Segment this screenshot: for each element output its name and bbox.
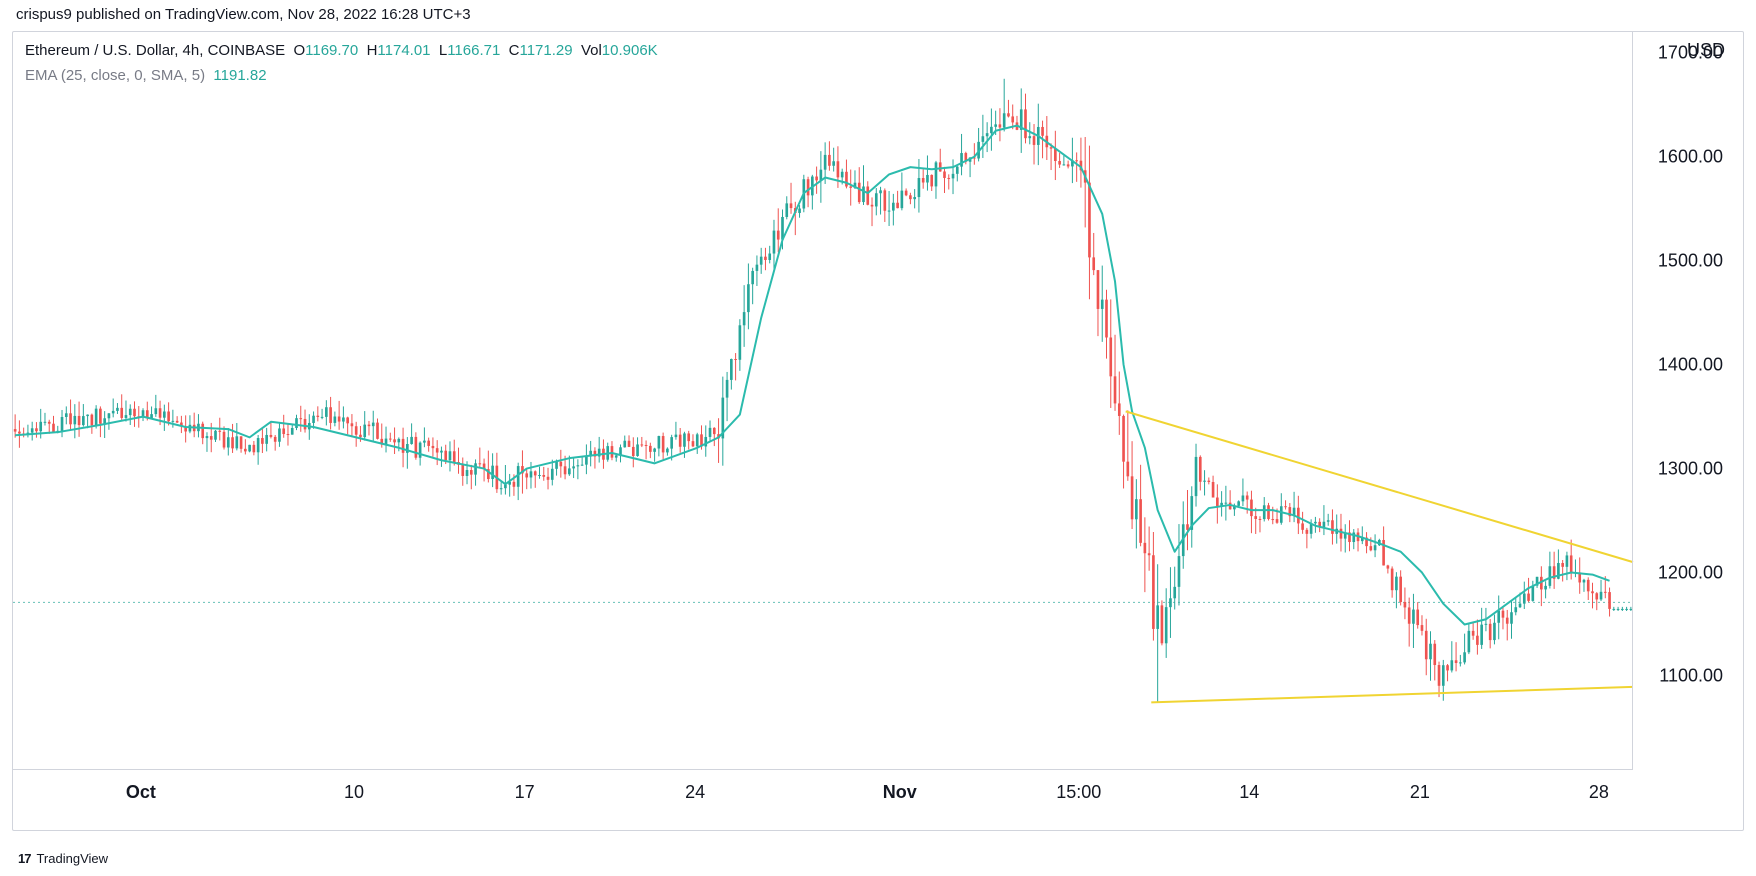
candles-group [14,79,1632,703]
plot-svg [13,32,1633,770]
y-axis[interactable]: USD 1700.001600.001500.001400.001300.001… [1632,32,1743,770]
x-axis[interactable]: Oct 10 17 24 Nov 15:00 14 21 28 [13,769,1633,830]
x-tick: Oct [126,782,156,803]
y-tick: 1600.00 [1658,146,1723,167]
x-tick: 17 [515,782,535,803]
trend-line-lower [1151,687,1633,703]
tradingview-footer: 17 TradingView [18,851,108,866]
x-tick: 24 [685,782,705,803]
x-tick: 21 [1410,782,1430,803]
x-tick: Nov [883,782,917,803]
publish-meta: crispus9 published on TradingView.com, N… [0,0,1756,27]
x-tick: 14 [1239,782,1259,803]
y-tick: 1100.00 [1659,666,1723,687]
tradingview-brand: TradingView [36,851,108,866]
y-tick: 1500.00 [1658,250,1723,271]
publish-text: crispus9 published on TradingView.com, N… [16,6,471,23]
chart-container: Ethereum / U.S. Dollar, 4h, COINBASE O11… [12,31,1744,831]
x-tick: 15:00 [1056,782,1101,803]
plot-area[interactable] [13,32,1633,770]
y-tick: 1200.00 [1658,562,1723,583]
x-tick: 10 [344,782,364,803]
x-tick: 28 [1589,782,1609,803]
y-tick: 1300.00 [1658,458,1723,479]
y-tick: 1400.00 [1658,354,1723,375]
y-tick: 1700.00 [1658,42,1723,63]
tradingview-logo-icon: 17 [18,851,30,866]
